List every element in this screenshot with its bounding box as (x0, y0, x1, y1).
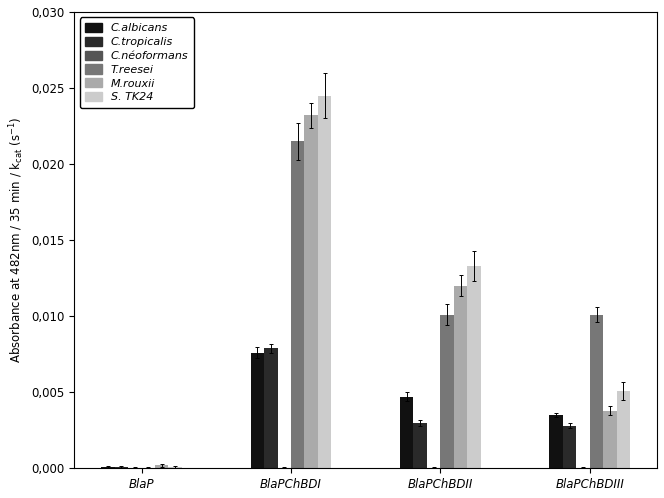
Bar (563, 426, 576, 468)
Bar (304, 116, 318, 468)
Bar (291, 141, 304, 468)
Bar (604, 410, 617, 468)
Bar (264, 348, 278, 468)
Bar (115, 467, 128, 468)
Bar (454, 286, 467, 468)
Bar (400, 397, 414, 468)
Y-axis label: Absorbance at 482nm / 35 min / k$_\mathregular{cat}$ (s$^{-1}$): Absorbance at 482nm / 35 min / k$_\mathr… (7, 117, 26, 364)
Legend: C.albicans, C.tropicalis, C.néoformans, T.reesei, M.rouxii, S. TK24: C.albicans, C.tropicalis, C.néoformans, … (80, 17, 194, 108)
Bar (590, 315, 604, 468)
Bar (318, 96, 331, 468)
Bar (467, 266, 481, 468)
Bar (550, 415, 563, 468)
Bar (169, 467, 182, 468)
Bar (414, 423, 427, 468)
Bar (440, 315, 454, 468)
Bar (101, 467, 115, 468)
Bar (155, 465, 169, 468)
Bar (250, 353, 264, 468)
Bar (617, 391, 630, 468)
